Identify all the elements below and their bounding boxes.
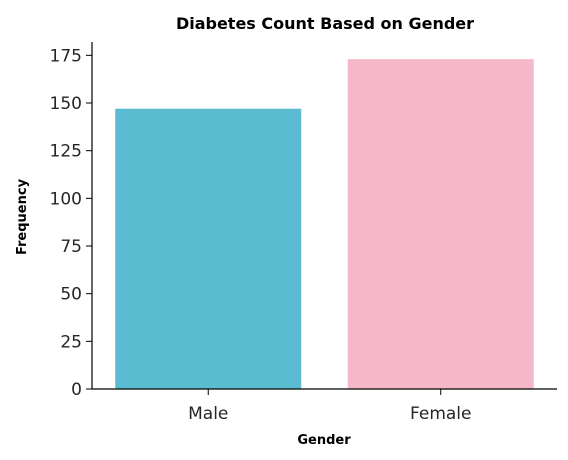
- y-tick-label: 25: [60, 332, 82, 352]
- y-tick-label: 75: [60, 237, 82, 257]
- bar-female: [347, 59, 534, 390]
- chart-title: Diabetes Count Based on Gender: [176, 14, 474, 33]
- y-tick-label: 125: [50, 142, 82, 162]
- x-axis-label: Gender: [297, 433, 351, 448]
- y-tick-label: 175: [50, 46, 82, 66]
- y-tick-label: 50: [60, 285, 82, 305]
- bar-male: [115, 108, 302, 389]
- y-axis-ticks: 0 25 50 75 100 125 150 175: [50, 46, 92, 400]
- y-tick-label: 0: [71, 380, 82, 400]
- y-tick-label: 100: [50, 189, 82, 209]
- x-tick-label: Female: [410, 404, 471, 424]
- y-tick-label: 150: [50, 94, 82, 114]
- y-axis-label: Frequency: [15, 178, 30, 255]
- bars-group: [115, 59, 534, 390]
- x-axis-ticks: Male Female: [188, 389, 471, 424]
- x-tick-label: Male: [188, 404, 228, 424]
